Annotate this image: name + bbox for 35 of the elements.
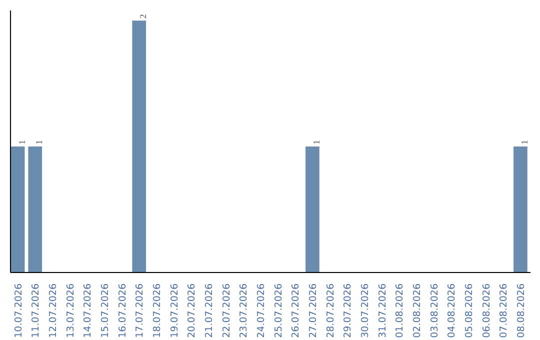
- x-tick-label: 23.07.2026: [238, 283, 250, 338]
- x-tick-label: 31.07.2026: [377, 283, 388, 338]
- x-tick-label: 26.07.2026: [290, 283, 302, 338]
- x-tick-label: 12.07.2026: [48, 283, 59, 338]
- x-tick-label: 11.07.2026: [30, 283, 42, 338]
- x-tick-label: 06.08.2026: [481, 283, 492, 338]
- x-tick-label: 30.07.2026: [360, 283, 371, 338]
- x-tick-label: 19.07.2026: [169, 283, 180, 338]
- x-tick-label: 20.07.2026: [186, 283, 198, 338]
- x-tick-label: 13.07.2026: [65, 283, 76, 338]
- x-tick-label: 18.07.2026: [152, 283, 163, 338]
- data-label: 1: [311, 140, 322, 145]
- x-tick-label: 29.07.2026: [342, 283, 354, 338]
- data-label: 2: [138, 14, 148, 19]
- x-tick-label: 21.07.2026: [204, 283, 215, 338]
- x-tick-label: 14.07.2026: [82, 283, 94, 338]
- x-tick-label: 03.08.2026: [429, 283, 440, 338]
- data-label: 1: [16, 140, 27, 145]
- data-label: 1: [519, 140, 530, 145]
- x-tick-label: 15.07.2026: [100, 283, 111, 338]
- x-tick-label: 17.07.2026: [134, 283, 146, 338]
- x-tick-label: 16.07.2026: [117, 283, 128, 338]
- x-tick-label: 24.07.2026: [256, 283, 267, 338]
- x-tick-label: 04.08.2026: [446, 283, 458, 338]
- x-tick-label: 22.07.2026: [221, 283, 232, 338]
- x-tick-label: 08.08.2026: [516, 283, 527, 338]
- x-tick-label: 27.07.2026: [308, 283, 319, 338]
- x-tick-label: 01.08.2026: [394, 283, 406, 338]
- x-tick-label: 07.08.2026: [498, 283, 510, 338]
- x-tick-label: 25.07.2026: [273, 283, 284, 338]
- x-tick-label: 28.07.2026: [325, 283, 336, 338]
- x-tick-label: 10.07.2026: [13, 283, 24, 338]
- x-tick-label: 05.08.2026: [464, 283, 475, 338]
- x-tick-label: 02.08.2026: [412, 283, 423, 338]
- data-label: 1: [34, 140, 44, 145]
